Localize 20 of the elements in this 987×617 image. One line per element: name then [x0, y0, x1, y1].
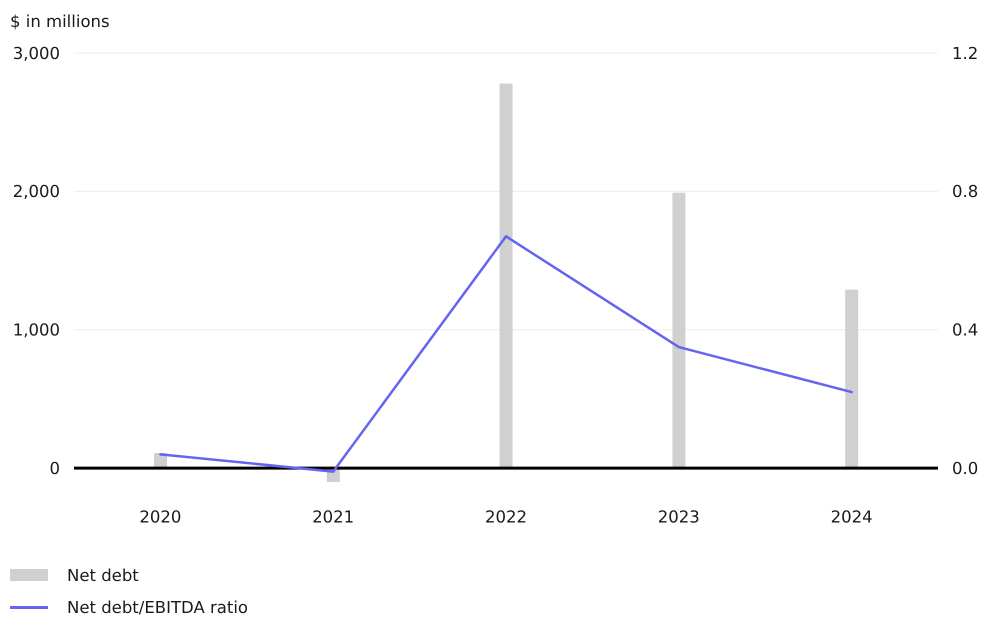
line-series — [159, 235, 853, 473]
x-tick-label: 2021 — [312, 508, 354, 527]
y-axis-title: $ in millions — [10, 12, 110, 31]
legend-label: Net debt/EBITDA ratio — [67, 598, 248, 616]
x-tick-label: 2022 — [485, 508, 527, 527]
x-tick-label: 2023 — [658, 508, 700, 527]
y-tick-label: 3,000 — [12, 44, 60, 63]
legend-label: Net debt — [67, 566, 139, 584]
x-tick-label: 2024 — [830, 508, 873, 527]
y2-tick-label: 1.2 — [952, 44, 978, 63]
y2-tick-label: 0.8 — [952, 182, 978, 202]
y-tick-label: 1,000 — [12, 320, 60, 340]
y2-tick-label: 0.4 — [952, 320, 978, 340]
y-tick-label: 0 — [50, 459, 60, 478]
bar — [500, 83, 513, 468]
y-tick-label: 2,000 — [12, 182, 60, 202]
bar — [845, 290, 858, 468]
y2-tick-label: 0.0 — [952, 459, 978, 478]
x-tick-label: 2020 — [139, 508, 182, 527]
bar — [672, 192, 686, 468]
